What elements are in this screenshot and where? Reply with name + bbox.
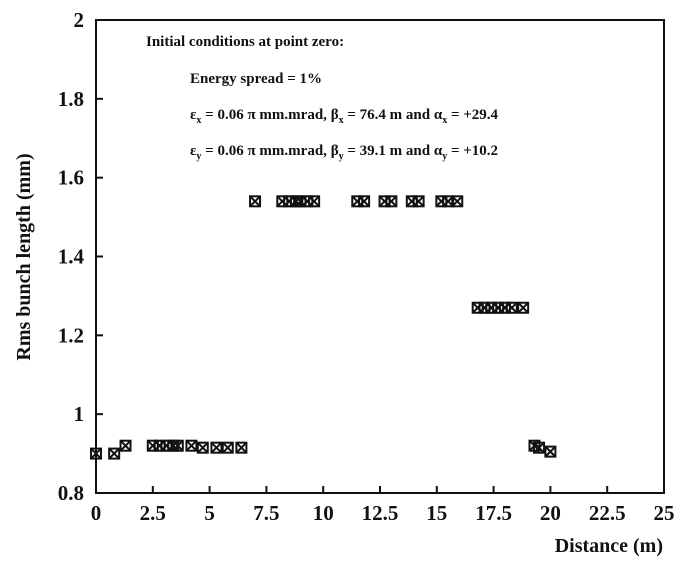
y-tick-label: 1.2 (58, 323, 84, 347)
data-point (451, 195, 464, 208)
data-points (90, 195, 557, 460)
data-point (90, 447, 102, 460)
y-axis-title: Rms bunch length (mm) (13, 153, 35, 360)
x-tick-label: 20 (540, 501, 561, 525)
data-point (210, 441, 223, 454)
plot-frame (95, 19, 665, 494)
eps-value: = 0.06 π mm.mrad, (201, 107, 330, 123)
y-tick-label: 1.6 (58, 166, 84, 190)
data-point (119, 439, 132, 452)
y-tick-label: 1.8 (58, 87, 84, 111)
data-point (185, 439, 198, 452)
x-tick-label: 22.5 (589, 501, 626, 525)
eps-symbol: ε (190, 143, 197, 159)
data-point (235, 441, 248, 454)
data-point (221, 441, 234, 454)
beta-sub: x (339, 115, 344, 126)
x-axis: 0 2.5 5 7.5 10 12.5 15 17.5 20 22.5 25 (91, 486, 675, 525)
y-tick-label: 0.8 (58, 481, 84, 505)
annotation: Initial conditions at point zero: Energy… (146, 34, 499, 162)
x-tick-label: 12.5 (362, 501, 399, 525)
data-point (358, 195, 371, 208)
data-point (517, 301, 530, 314)
x-tick-label: 5 (204, 501, 215, 525)
y-tick-label: 2 (74, 8, 85, 32)
annotation-heading: Initial conditions at point zero: (146, 34, 344, 50)
alpha-symbol: α (434, 107, 443, 123)
annotation-line-x: εx = 0.06 π mm.mrad, βx = 76.4 m and αx … (190, 107, 499, 126)
data-point (249, 195, 262, 208)
x-tick-label: 0 (91, 501, 102, 525)
eps-sub: y (196, 151, 201, 162)
beta-sub: y (339, 151, 344, 162)
eps-sub: x (196, 115, 201, 126)
x-tick-label: 7.5 (253, 501, 279, 525)
data-point (108, 447, 121, 460)
x-tick-label: 10 (313, 501, 334, 525)
annotation-line-y: εy = 0.06 π mm.mrad, βy = 39.1 m and αy … (190, 143, 498, 162)
data-point (171, 439, 184, 452)
alpha-sub: x (442, 115, 447, 126)
y-tick-label: 1 (74, 402, 85, 426)
x-tick-label: 17.5 (475, 501, 512, 525)
x-tick-label: 2.5 (140, 501, 166, 525)
data-point (196, 441, 209, 454)
beta-symbol: β (331, 107, 339, 123)
alpha-value: = +29.4 (447, 107, 498, 123)
data-point (533, 441, 546, 454)
eps-value: = 0.06 π mm.mrad, (201, 143, 330, 159)
beta-value: = 39.1 m and (344, 143, 434, 159)
alpha-sub: y (442, 151, 447, 162)
y-tick-label: 1.4 (58, 245, 85, 269)
alpha-value: = +10.2 (447, 143, 498, 159)
x-axis-title: Distance (m) (555, 535, 663, 557)
data-point (412, 195, 425, 208)
alpha-symbol: α (434, 143, 443, 159)
eps-symbol: ε (190, 107, 197, 123)
data-point (544, 445, 557, 458)
y-axis: 0.8 1 1.2 1.4 1.6 1.8 2 (58, 8, 103, 505)
data-point (385, 195, 398, 208)
x-tick-label: 25 (654, 501, 675, 525)
beta-symbol: β (331, 143, 339, 159)
x-tick-label: 15 (426, 501, 447, 525)
annotation-energy-spread: Energy spread = 1% (190, 71, 322, 87)
data-point (505, 301, 518, 314)
data-point (308, 195, 321, 208)
beta-value: = 76.4 m and (344, 107, 434, 123)
